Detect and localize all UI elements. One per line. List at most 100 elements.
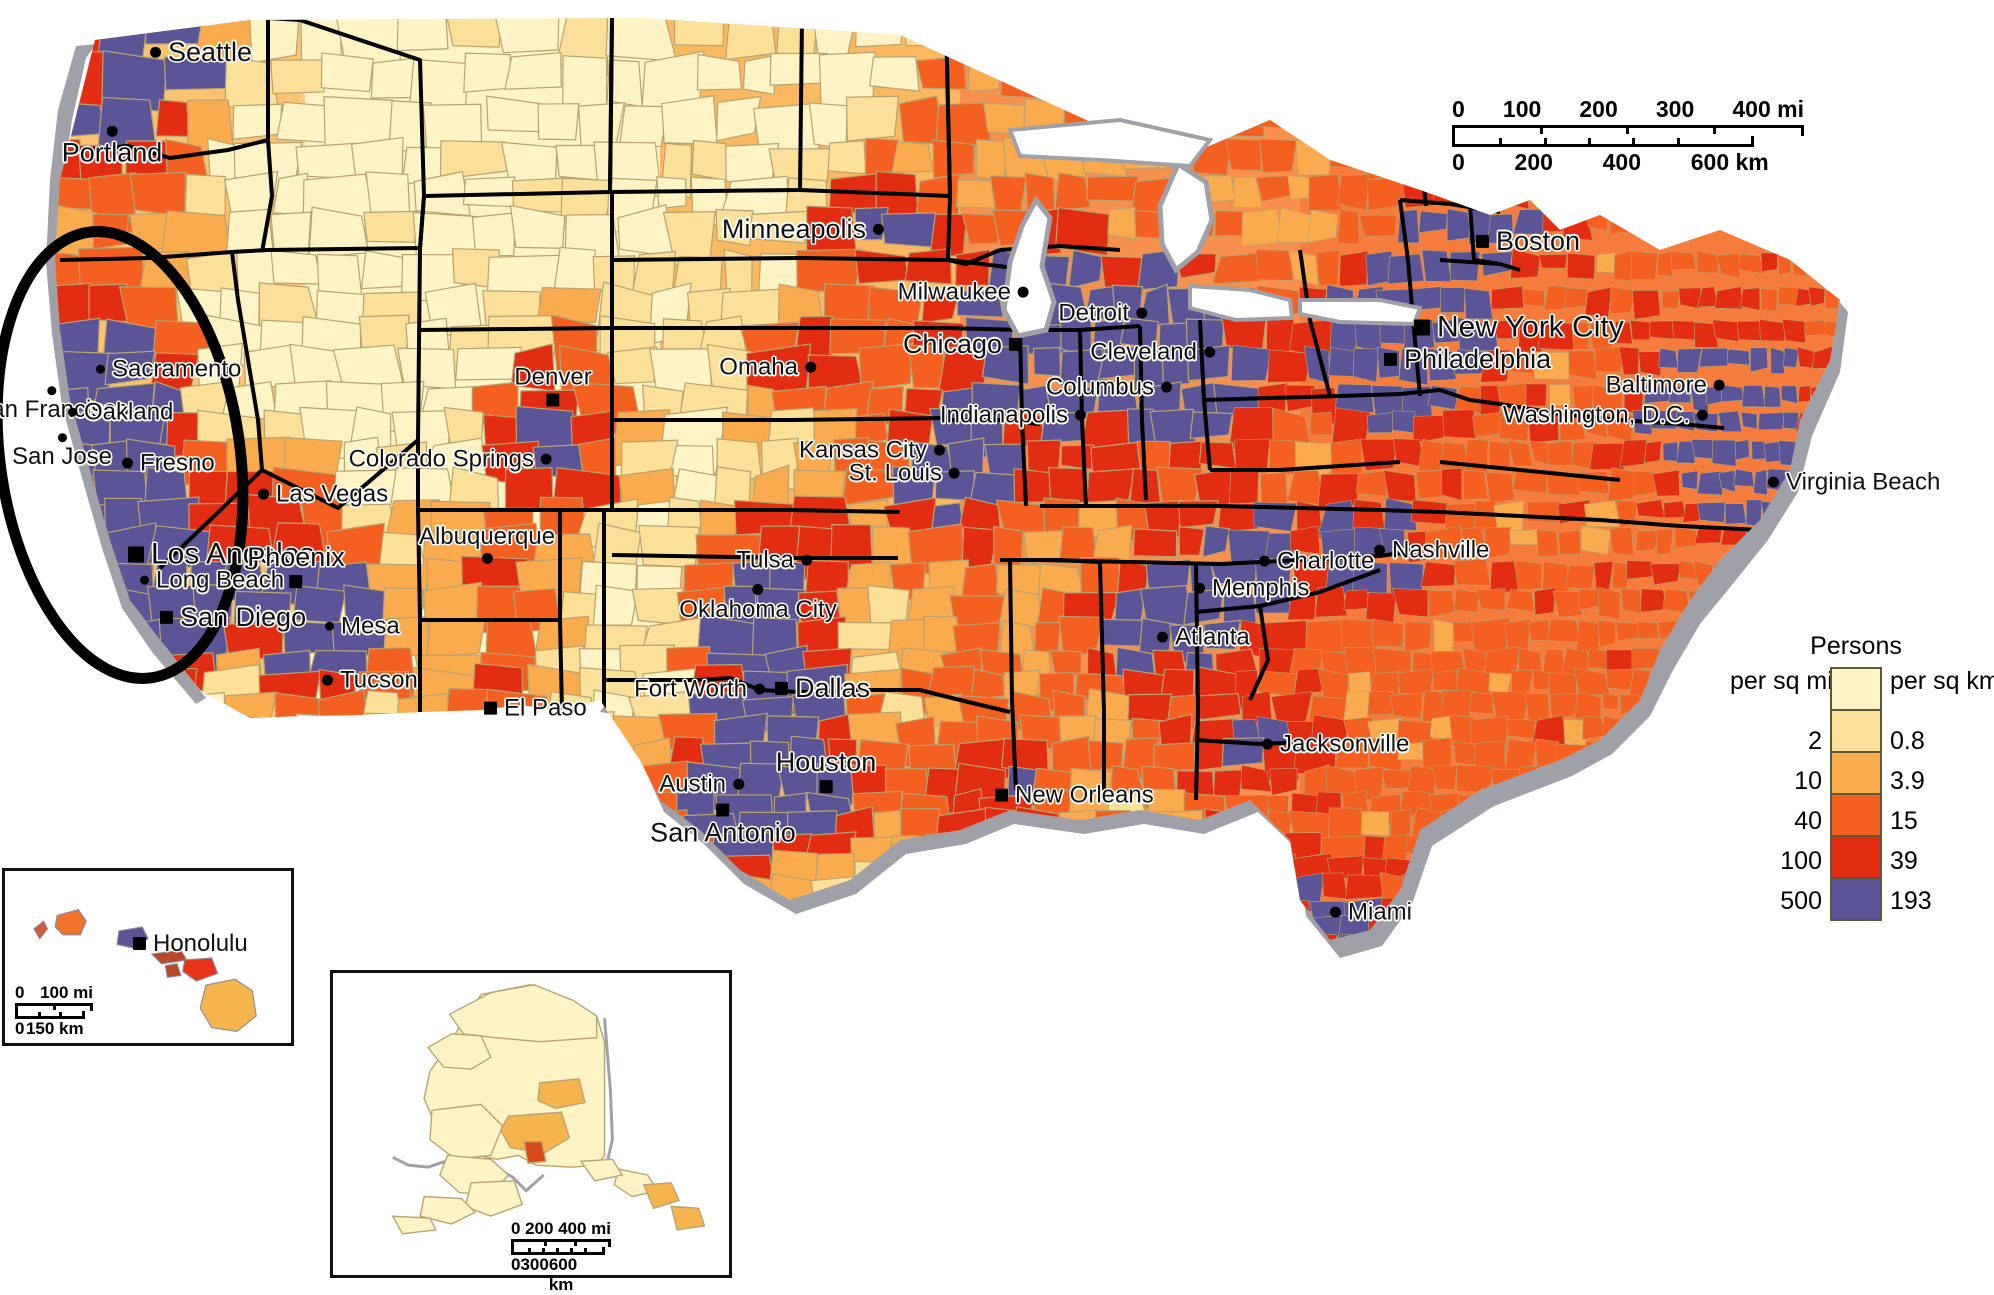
city-new-orleans[interactable]: New Orleans <box>995 781 1154 810</box>
city-long-beach[interactable]: Long Beach <box>140 566 284 595</box>
city-st-louis[interactable]: St. Louis <box>849 459 960 488</box>
city-tulsa[interactable]: Tulsa <box>736 546 812 575</box>
legend-ticks-km: 0.8 3.9 15 39 193 <box>1890 701 1982 915</box>
city-atlanta[interactable]: Atlanta <box>1157 623 1250 652</box>
scale-mi-300: 300 <box>1655 96 1695 122</box>
city-oklahoma-city[interactable]: Oklahoma City <box>679 584 837 624</box>
legend-break-mi-1: 10 <box>1794 767 1822 795</box>
city-marker-square <box>133 937 146 951</box>
city-marker-dot <box>322 674 333 686</box>
legend-break-km-0: 0.8 <box>1890 727 1925 755</box>
city-mesa[interactable]: Mesa <box>325 612 400 641</box>
city-virginia-beach[interactable]: Virginia Beach <box>1768 468 1940 497</box>
city-indianapolis[interactable]: Indianapolis <box>940 401 1086 430</box>
city-cleveland[interactable]: Cleveland <box>1090 338 1215 367</box>
city-marker-dot <box>1018 286 1029 298</box>
city-detroit[interactable]: Detroit <box>1058 299 1147 328</box>
city-label: Las Vegas <box>276 480 389 508</box>
city-omaha[interactable]: Omaha <box>719 353 816 382</box>
city-marker-dot <box>1714 379 1725 391</box>
city-san-diego[interactable]: San Diego <box>160 601 306 633</box>
city-marker-dot <box>150 47 161 59</box>
city-marker-square <box>128 546 144 563</box>
city-label: Colorado Springs <box>348 445 534 473</box>
city-seattle[interactable]: Seattle <box>150 36 252 68</box>
city-houston[interactable]: Houston <box>776 747 876 794</box>
city-new-york-city[interactable]: New York City <box>1414 309 1624 344</box>
city-san-francisco[interactable]: San Francisco <box>0 386 129 424</box>
city-albuquerque[interactable]: Albuquerque <box>419 523 555 564</box>
legend-unit-right: per sq km <box>1890 667 1994 695</box>
legend-swatch-0 <box>1832 669 1880 711</box>
city-label: Cleveland <box>1090 338 1197 366</box>
city-columbus[interactable]: Columbus <box>1046 373 1172 402</box>
city-tucson[interactable]: Tucson <box>322 666 418 695</box>
city-austin[interactable]: Austin <box>659 770 744 799</box>
city-marker-dot <box>934 444 945 456</box>
city-marker-dot <box>873 224 884 236</box>
city-charlotte[interactable]: Charlotte <box>1259 547 1374 576</box>
city-label: Seattle <box>168 37 253 68</box>
city-marker-dot <box>1697 409 1708 421</box>
city-fresno[interactable]: Fresno <box>122 449 215 478</box>
city-denver[interactable]: Denver <box>514 364 592 407</box>
legend-break-km-1: 3.9 <box>1890 767 1925 795</box>
city-marker-dot <box>1262 738 1273 750</box>
city-marker-dot <box>122 457 133 469</box>
city-marker-square <box>484 701 497 715</box>
city-honolulu[interactable]: Honolulu <box>133 929 248 958</box>
city-label: Milwaukee <box>897 278 1011 306</box>
scale-mi-100: 100 <box>1502 96 1542 122</box>
city-marker-dot <box>805 361 816 373</box>
city-portland[interactable]: Portland <box>61 125 163 169</box>
city-san-jose[interactable]: San Jose <box>12 433 112 471</box>
city-sacramento[interactable]: Sacramento <box>96 355 241 384</box>
city-marker-dot <box>1136 307 1147 319</box>
city-san-antonio[interactable]: San Antonio <box>650 803 796 849</box>
main-scale-bar: 0 100 200 300 400 mi 0 200 400 600 km <box>1452 96 1804 176</box>
city-label: Columbus <box>1045 373 1154 401</box>
city-oakland[interactable]: Oakland <box>68 398 173 427</box>
city-fort-worth[interactable]: Fort Worth <box>634 675 765 704</box>
city-el-paso[interactable]: El Paso <box>484 694 587 723</box>
legend-swatch-1 <box>1832 711 1880 753</box>
city-label: Phoenix <box>247 542 345 573</box>
city-chicago[interactable]: Chicago <box>903 328 1022 360</box>
city-dallas[interactable]: Dallas <box>775 672 870 704</box>
city-phoenix[interactable]: Phoenix <box>247 542 345 589</box>
city-boston[interactable]: Boston <box>1476 225 1580 257</box>
city-label: Detroit <box>1058 299 1129 327</box>
city-label: Long Beach <box>156 566 285 594</box>
scale-line-km <box>1452 136 1754 147</box>
city-marker-square <box>1384 353 1397 367</box>
city-marker-dot <box>1075 409 1086 421</box>
alaska-inset: 0 200 400 mi 0 300 600 km <box>330 970 732 1294</box>
city-nashville[interactable]: Nashville <box>1374 536 1489 565</box>
city-philadelphia[interactable]: Philadelphia <box>1384 343 1551 375</box>
scale-km-0: 0 <box>1452 149 1465 175</box>
city-colorado-springs[interactable]: Colorado Springs <box>349 445 552 474</box>
city-label: Fresno <box>140 449 215 477</box>
city-marker-square <box>1414 319 1430 336</box>
hawaii-scale-bar: 0 100 mi 0 150 km <box>15 983 93 1039</box>
city-label: Jacksonville <box>1280 730 1410 758</box>
city-washington-d-c[interactable]: Washington, D.C. <box>1503 401 1708 430</box>
city-milwaukee[interactable]: Milwaukee <box>898 278 1029 307</box>
city-marker-square <box>160 611 173 625</box>
scale-mi-200: 200 <box>1579 96 1618 122</box>
city-baltimore[interactable]: Baltimore <box>1606 371 1725 400</box>
city-las-vegas[interactable]: Las Vegas <box>258 480 388 509</box>
city-kansas-city[interactable]: Kansas City <box>799 436 945 465</box>
city-los-angeles[interactable]: Los Angeles <box>128 536 314 571</box>
city-marker-dot <box>96 364 105 374</box>
city-label: Portland <box>61 137 163 168</box>
legend-break-km-3: 39 <box>1890 847 1918 875</box>
city-label: El Paso <box>504 694 587 722</box>
city-memphis[interactable]: Memphis <box>1194 574 1309 603</box>
city-minneapolis[interactable]: Minneapolis <box>722 213 884 245</box>
city-label: Atlanta <box>1175 623 1250 651</box>
city-miami[interactable]: Miami <box>1330 898 1412 927</box>
city-marker-dot <box>106 125 118 137</box>
city-marker-dot <box>1204 346 1215 358</box>
city-jacksonville[interactable]: Jacksonville <box>1262 730 1409 759</box>
